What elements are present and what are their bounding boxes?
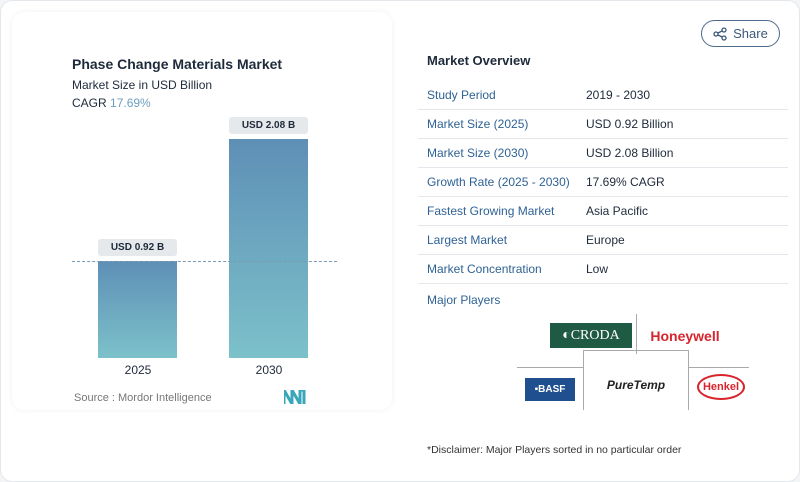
row-key: Fastest Growing Market (427, 204, 555, 218)
chart-title: Phase Change Materials Market (72, 56, 283, 72)
share-label: Share (733, 26, 768, 41)
row-value: Low (586, 262, 609, 276)
overview-row: Fastest Growing Market Asia Pacific (418, 197, 788, 226)
row-key: Growth Rate (2025 - 2030) (427, 175, 570, 189)
bar-2030 (229, 139, 308, 358)
x-tick-label: 2030 (255, 363, 283, 377)
chart-card (12, 12, 392, 410)
data-label: USD 0.92 B (98, 239, 177, 257)
honeywell-logo: Honeywell (650, 328, 720, 344)
row-value: Europe (586, 233, 625, 247)
row-value: USD 2.08 Billion (586, 146, 674, 160)
row-key: Market Size (2025) (427, 117, 529, 131)
bar-2025 (98, 261, 177, 358)
overview-row: Study Period 2019 - 2030 (418, 81, 788, 110)
cagr-value: 17.69% (110, 96, 151, 110)
source: Source : Mordor Intelligence (74, 392, 212, 404)
overview-title: Market Overview (427, 53, 531, 68)
overview-row: Growth Rate (2025 - 2030) 17.69% CAGR (418, 168, 788, 197)
row-key: Market Size (2030) (427, 146, 529, 160)
disclaimer: *Disclaimer: Major Players sorted in no … (427, 444, 682, 456)
puretemp-logo: PureTemp (606, 378, 666, 392)
croda-logo: ◐ CRODA (550, 323, 632, 348)
basf-logo: ▪ BASF (525, 378, 575, 401)
row-key: Market Concentration (427, 262, 542, 276)
row-key: Largest Market (427, 233, 508, 247)
row-value: USD 0.92 Billion (586, 117, 674, 131)
chart-subtitle: Market Size in USD Billion (72, 78, 213, 92)
share-icon (713, 26, 727, 41)
share-button[interactable]: Share (701, 20, 780, 47)
x-tick-label: 2025 (124, 363, 152, 377)
mordor-logo-icon (284, 390, 306, 404)
row-value: Asia Pacific (586, 204, 649, 218)
overview-row: Market Concentration Low (418, 255, 788, 284)
overview-row: Market Size (2030) USD 2.08 Billion (418, 139, 788, 168)
major-players-label: Major Players (427, 293, 501, 307)
reference-line (72, 261, 337, 262)
overview-row: Market Size (2025) USD 0.92 Billion (418, 110, 788, 139)
data-label: USD 2.08 B (229, 117, 308, 134)
row-key: Study Period (427, 88, 496, 102)
henkel-logo: Henkel (697, 374, 745, 400)
cagr-label: CAGR (72, 96, 107, 110)
row-value: 2019 - 2030 (586, 88, 651, 102)
row-value: 17.69% CAGR (586, 175, 665, 189)
chart-cagr: CAGR 17.69% (72, 96, 151, 110)
overview-row: Largest Market Europe (418, 226, 788, 255)
